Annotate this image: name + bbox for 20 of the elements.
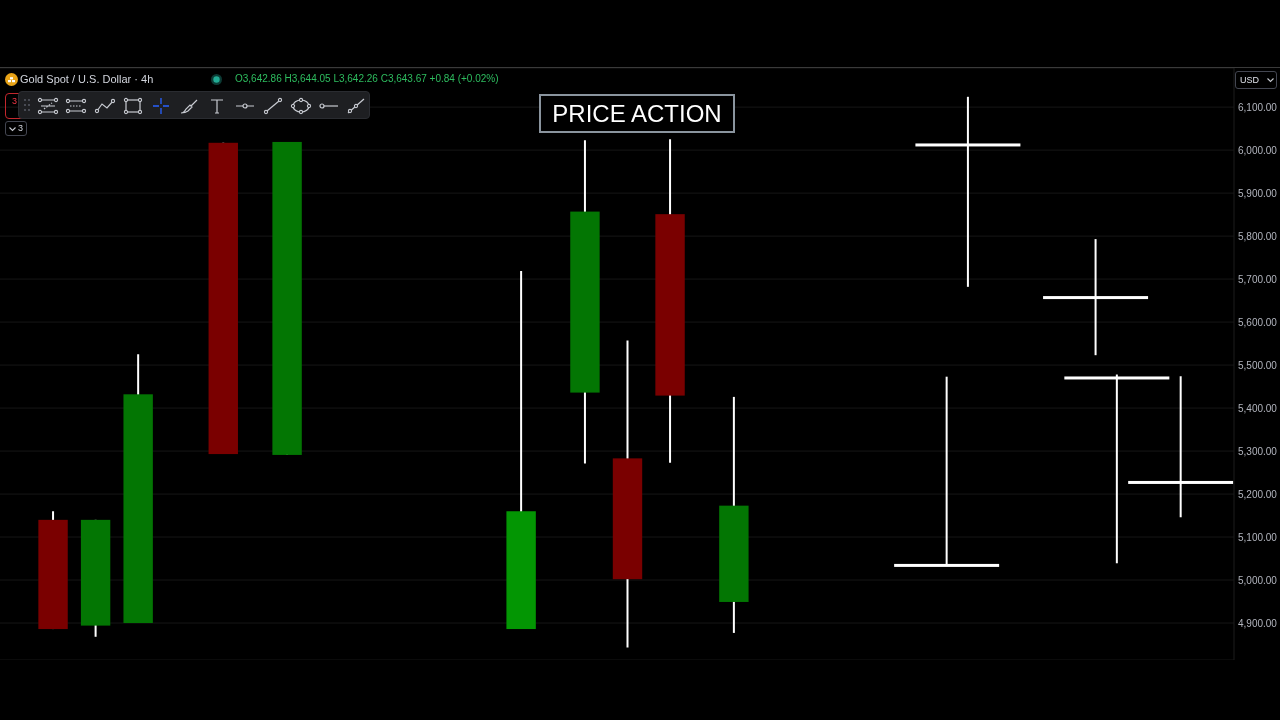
y-tick-label: 5,900.00 bbox=[1238, 187, 1278, 199]
y-tick-label: 5,300.00 bbox=[1238, 445, 1278, 457]
y-tick-label: 4,900.00 bbox=[1238, 617, 1278, 629]
currency-button: USD bbox=[1235, 71, 1277, 89]
text: Gold Spot / U.S. Dollar · 4h bbox=[20, 73, 154, 86]
collapse-button: 3 bbox=[5, 121, 27, 136]
annotation: 3 bbox=[12, 96, 18, 107]
y-tick-label: 5,800.00 bbox=[1238, 230, 1278, 242]
y-tick-label: 5,000.00 bbox=[1238, 574, 1278, 586]
y-tick-label: 5,100.00 bbox=[1238, 531, 1278, 543]
y-tick-label: 6,100.00 bbox=[1238, 101, 1278, 113]
y-tick-label: 5,400.00 bbox=[1238, 402, 1278, 414]
y-tick-label: 5,500.00 bbox=[1238, 359, 1278, 371]
y-tick-label: 5,600.00 bbox=[1238, 316, 1278, 328]
text: PRICE ACTION bbox=[552, 99, 722, 128]
y-tick-label: 6,000.00 bbox=[1238, 144, 1278, 156]
y-tick-label: 5,700.00 bbox=[1238, 273, 1278, 285]
y-tick-label: 5,200.00 bbox=[1238, 488, 1278, 500]
annotation: 3 bbox=[18, 123, 24, 134]
annotation: O3,642.86 H3,644.05 L3,642.26 C3,643.67 +0.84 (+0.02%) bbox=[235, 73, 499, 85]
